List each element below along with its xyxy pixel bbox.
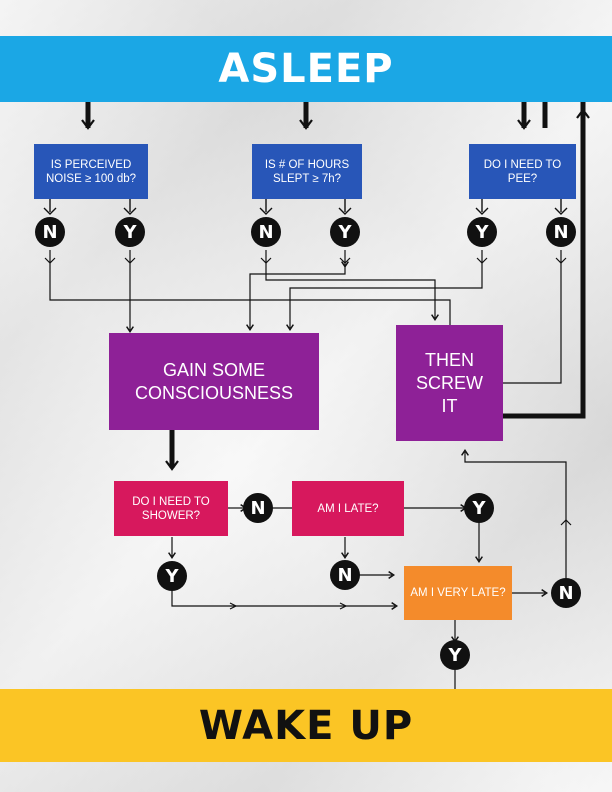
shower-yes-answer: Y [157,561,187,591]
late-question: AM I LATE? [292,481,404,536]
gain-consciousness-action: GAIN SOME CONSCIOUSNESS [109,333,319,430]
connector-hours-n [265,250,439,322]
asleep-banner: ASLEEP [0,36,612,102]
shower-no-answer: N [243,493,273,523]
hours-yes-answer: Y [330,217,360,247]
shower-question: DO I NEED TO SHOWER? [114,481,228,536]
connector-hours-y-b [246,265,346,332]
noise-no-answer: N [35,217,65,247]
pee-no-answer: N [546,217,576,247]
hours-no-answer: N [251,217,281,247]
noise-yes-answer: Y [115,217,145,247]
late-no-answer: N [330,560,360,590]
very-late-no-answer: N [551,578,581,608]
connector-pee-n [503,250,562,384]
pee-yes-answer: Y [467,217,497,247]
screw-it-action: THEN SCREW IT [396,325,503,441]
connector-pee-y [286,250,483,332]
connector-screw-it-asleep [503,102,586,419]
noise-question: IS PERCEIVED NOISE ≥ 100 db? [34,144,148,199]
sleep-hours-question: IS # OF HOURS SLEPT ≥ 7h? [252,144,362,199]
late-yes-answer: Y [464,493,494,523]
pee-question: DO I NEED TO PEE? [469,144,576,199]
very-late-yes-answer: Y [440,640,470,670]
very-late-question: AM I VERY LATE? [404,566,512,620]
wake-up-banner: WAKE UP [0,689,612,762]
connector-y-very-late [171,590,399,610]
